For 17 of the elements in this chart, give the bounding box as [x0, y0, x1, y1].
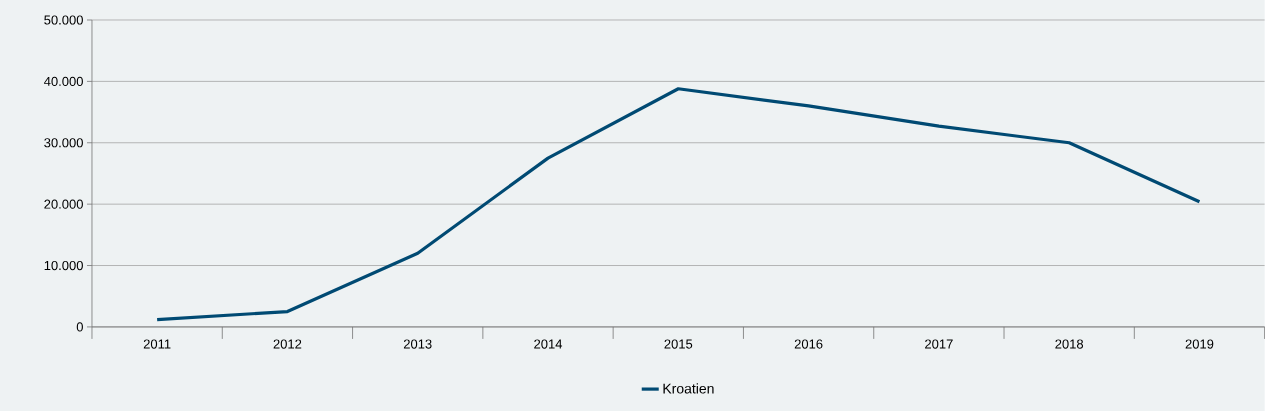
x-tick-label: 2011: [143, 339, 171, 349]
y-tick-label: 30.000: [44, 138, 83, 148]
legend-label: Kroatien: [663, 383, 714, 394]
y-tick-label: 50.000: [44, 15, 83, 25]
y-tick-label: 10.000: [44, 260, 83, 271]
x-tick-label: 2013: [403, 339, 432, 349]
x-tick-label: 2016: [794, 339, 823, 349]
x-tick-label: 2014: [534, 339, 563, 349]
x-tick-label: 2012: [273, 339, 302, 349]
x-tick-label: 2018: [1055, 339, 1084, 349]
y-tick-label: 20.000: [44, 199, 83, 209]
line-series: [155, 87, 1202, 322]
x-tick-label: 2019: [1185, 339, 1214, 349]
x-tick-label: 2015: [664, 339, 693, 349]
y-tick-label: 40.000: [44, 76, 83, 87]
y-tick-label: 0: [76, 322, 83, 332]
x-tick-label: 2017: [925, 339, 953, 349]
